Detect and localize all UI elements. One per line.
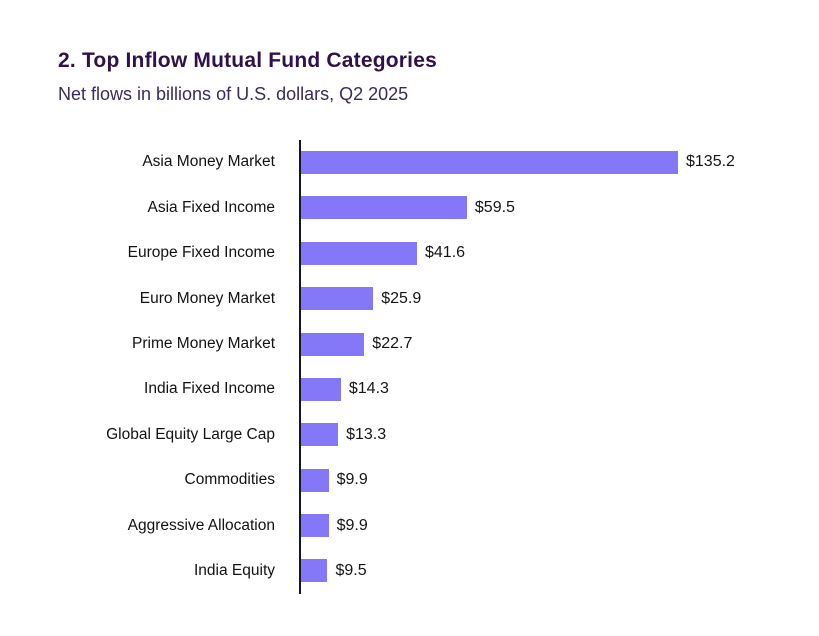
value-label: $41.6 xyxy=(425,244,466,262)
chart-row: Asia Fixed Income $59.5 xyxy=(59,185,799,231)
value-label: $9.5 xyxy=(335,561,367,579)
bar xyxy=(301,241,417,265)
bar xyxy=(301,150,678,174)
bar-area: $14.3 xyxy=(299,366,799,413)
chart-row: Global Equity Large Cap $13.3 xyxy=(59,412,799,458)
bar-area: $9.5 xyxy=(299,548,799,594)
chart-row: India Equity $9.5 xyxy=(59,548,799,594)
value-label: $22.7 xyxy=(372,335,413,353)
category-label: India Fixed Income xyxy=(144,380,275,398)
bar xyxy=(301,196,467,220)
value-label: $9.9 xyxy=(336,471,368,489)
chart-row: Euro Money Market $25.9 xyxy=(59,275,799,322)
chart-row: Aggressive Allocation $9.9 xyxy=(59,502,799,549)
bar xyxy=(301,559,328,583)
bar-area: $59.5 xyxy=(299,185,799,231)
category-label: Euro Money Market xyxy=(139,289,275,307)
bar-area: $22.7 xyxy=(299,321,799,367)
category-label: Asia Fixed Income xyxy=(147,198,276,216)
chart-row: Europe Fixed Income $41.6 xyxy=(59,230,799,276)
bar xyxy=(301,514,329,538)
chart-row: Commodities $9.9 xyxy=(59,457,799,503)
chart-header: 2. Top Inflow Mutual Fund Categories Net… xyxy=(0,0,819,106)
category-label: Aggressive Allocation xyxy=(127,516,275,534)
bar-area: $25.9 xyxy=(299,275,799,322)
category-label: Prime Money Market xyxy=(132,335,275,353)
bar-chart: Asia Money Market $135.2 Asia Fixed Income… xyxy=(59,139,799,594)
bar xyxy=(301,377,341,401)
bar-area: $41.6 xyxy=(299,230,799,276)
chart-row: Asia Money Market $135.2 xyxy=(59,139,799,186)
category-label: Europe Fixed Income xyxy=(127,244,275,262)
bar xyxy=(301,287,374,311)
bar-area: $9.9 xyxy=(299,502,799,549)
category-label: Asia Money Market xyxy=(142,153,275,171)
bar xyxy=(301,423,339,447)
value-label: $9.9 xyxy=(336,516,368,534)
value-label: $135.2 xyxy=(686,153,735,171)
value-label: $13.3 xyxy=(346,425,387,443)
bar xyxy=(301,332,365,356)
bar-area: $9.9 xyxy=(299,457,799,503)
chart-row: India Fixed Income $14.3 xyxy=(59,366,799,413)
value-label: $14.3 xyxy=(348,380,389,398)
category-label: Global Equity Large Cap xyxy=(106,425,275,443)
category-label: Commodities xyxy=(184,471,275,489)
value-label: $25.9 xyxy=(381,289,422,307)
category-label: India Equity xyxy=(194,561,275,579)
bar-area: $13.3 xyxy=(299,412,799,458)
chart-row: Prime Money Market $22.7 xyxy=(59,321,799,367)
bar-area: $135.2 xyxy=(299,139,799,186)
bar xyxy=(301,468,329,492)
chart-subtitle: Net flows in billions of U.S. dollars, Q… xyxy=(58,84,409,105)
chart-title: 2. Top Inflow Mutual Fund Categories xyxy=(58,49,437,72)
value-label: $59.5 xyxy=(474,198,515,216)
